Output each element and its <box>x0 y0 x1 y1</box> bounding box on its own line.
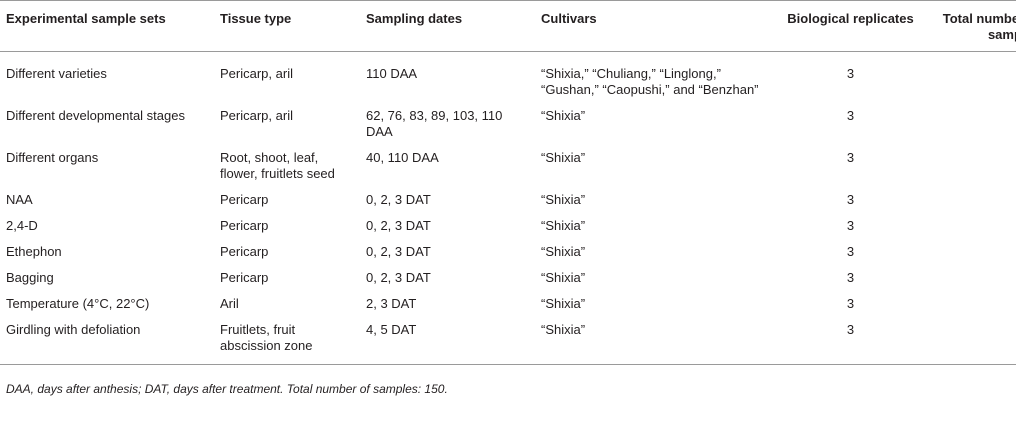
cell-cultivars: “Shixia” <box>541 150 586 165</box>
cell-total: 18 <box>934 145 1016 187</box>
cell-tissue-type: Aril <box>220 296 239 311</box>
cell-tissue-type: Pericarp <box>220 192 269 207</box>
cell-sample-set: Different organs <box>6 150 99 165</box>
cell-replicates: 3 <box>846 270 855 285</box>
cell-sampling-dates: 40, 110 DAA <box>366 150 439 165</box>
cell-sample-set: 2,4-D <box>6 218 38 233</box>
header-sample-sets: Experimental sample sets <box>6 11 166 26</box>
cell-total: 9 <box>934 265 1016 291</box>
cell-replicates: 3 <box>846 192 855 207</box>
header-row: Experimental sample sets Tissue type Sam… <box>0 0 1016 52</box>
header-sampling-dates: Sampling dates <box>366 11 463 26</box>
cell-cultivars: “Shixia,” “Chuliang,” “Linglong,” “Gusha… <box>541 66 759 97</box>
cell-tissue-type: Pericarp, aril <box>220 66 293 81</box>
cell-tissue-type: Pericarp, aril <box>220 108 293 123</box>
cell-sampling-dates: 0, 2, 3 DAT <box>366 244 431 259</box>
cell-replicates: 3 <box>846 108 855 123</box>
cell-cultivars: “Shixia” <box>541 192 586 207</box>
cell-cultivars: “Shixia” <box>541 108 586 123</box>
table-row: Temperature (4°C, 22°C) Aril 2, 3 DAT “S… <box>0 291 1016 317</box>
header-tissue-type: Tissue type <box>220 11 292 26</box>
cell-sampling-dates: 4, 5 DAT <box>366 322 417 337</box>
cell-total: 12 <box>934 317 1016 365</box>
cell-cultivars: “Shixia” <box>541 218 586 233</box>
cell-sample-set: Girdling with defoliation <box>6 322 141 337</box>
cell-total: 12 <box>934 291 1016 317</box>
cell-replicates: 3 <box>846 322 855 337</box>
cell-tissue-type: Pericarp <box>220 218 269 233</box>
table-row: 2,4-D Pericarp 0, 2, 3 DAT “Shixia” 3 9 <box>0 213 1016 239</box>
table-row: Girdling with defoliation Fruitlets, fru… <box>0 317 1016 365</box>
cell-sample-set: Bagging <box>6 270 54 285</box>
cell-total: 36 <box>934 103 1016 145</box>
table-row: NAA Pericarp 0, 2, 3 DAT “Shixia” 3 9 <box>0 187 1016 213</box>
cell-replicates: 3 <box>846 150 855 165</box>
cell-total: 9 <box>934 187 1016 213</box>
cell-cultivars: “Shixia” <box>541 322 586 337</box>
cell-sampling-dates: 2, 3 DAT <box>366 296 417 311</box>
cell-sampling-dates: 62, 76, 83, 89, 103, 110 DAA <box>366 108 503 139</box>
header-cultivars: Cultivars <box>541 11 597 26</box>
cell-replicates: 3 <box>846 218 855 233</box>
table-header: Experimental sample sets Tissue type Sam… <box>0 0 1016 52</box>
cell-sampling-dates: 0, 2, 3 DAT <box>366 218 431 233</box>
header-biological-replicates: Biological replicates <box>787 11 914 26</box>
table-footnote: DAA, days after anthesis; DAT, days afte… <box>6 382 448 396</box>
table-row: Bagging Pericarp 0, 2, 3 DAT “Shixia” 3 … <box>0 265 1016 291</box>
cell-total: 9 <box>934 213 1016 239</box>
cell-tissue-type: Fruitlets, fruit abscission zone <box>220 322 313 353</box>
cell-sampling-dates: 0, 2, 3 DAT <box>366 270 431 285</box>
cell-sample-set: Ethephon <box>6 244 62 259</box>
table-body: Different varieties Pericarp, aril 110 D… <box>0 52 1016 365</box>
cell-tissue-type: Pericarp <box>220 270 269 285</box>
header-total-samples: Total number of samples <box>942 11 1016 42</box>
cell-replicates: 3 <box>846 244 855 259</box>
table-row: Different organs Root, shoot, leaf, flow… <box>0 145 1016 187</box>
cell-tissue-type: Root, shoot, leaf, flower, fruitlets see… <box>220 150 335 181</box>
samples-table: Experimental sample sets Tissue type Sam… <box>0 0 1016 365</box>
cell-cultivars: “Shixia” <box>541 270 586 285</box>
cell-total: 9 <box>934 239 1016 265</box>
cell-tissue-type: Pericarp <box>220 244 269 259</box>
cell-replicates: 3 <box>846 296 855 311</box>
table-row: Ethephon Pericarp 0, 2, 3 DAT “Shixia” 3… <box>0 239 1016 265</box>
cell-cultivars: “Shixia” <box>541 244 586 259</box>
cell-sample-set: Different developmental stages <box>6 108 185 123</box>
cell-sample-set: Different varieties <box>6 66 107 81</box>
cell-replicates: 3 <box>846 66 855 81</box>
cell-sample-set: NAA <box>6 192 33 207</box>
cell-sample-set: Temperature (4°C, 22°C) <box>6 296 150 311</box>
table-row: Different developmental stages Pericarp,… <box>0 103 1016 145</box>
cell-total: 36 <box>934 52 1016 104</box>
cell-sampling-dates: 110 DAA <box>366 66 418 81</box>
cell-cultivars: “Shixia” <box>541 296 586 311</box>
cell-sampling-dates: 0, 2, 3 DAT <box>366 192 431 207</box>
table-row: Different varieties Pericarp, aril 110 D… <box>0 52 1016 104</box>
